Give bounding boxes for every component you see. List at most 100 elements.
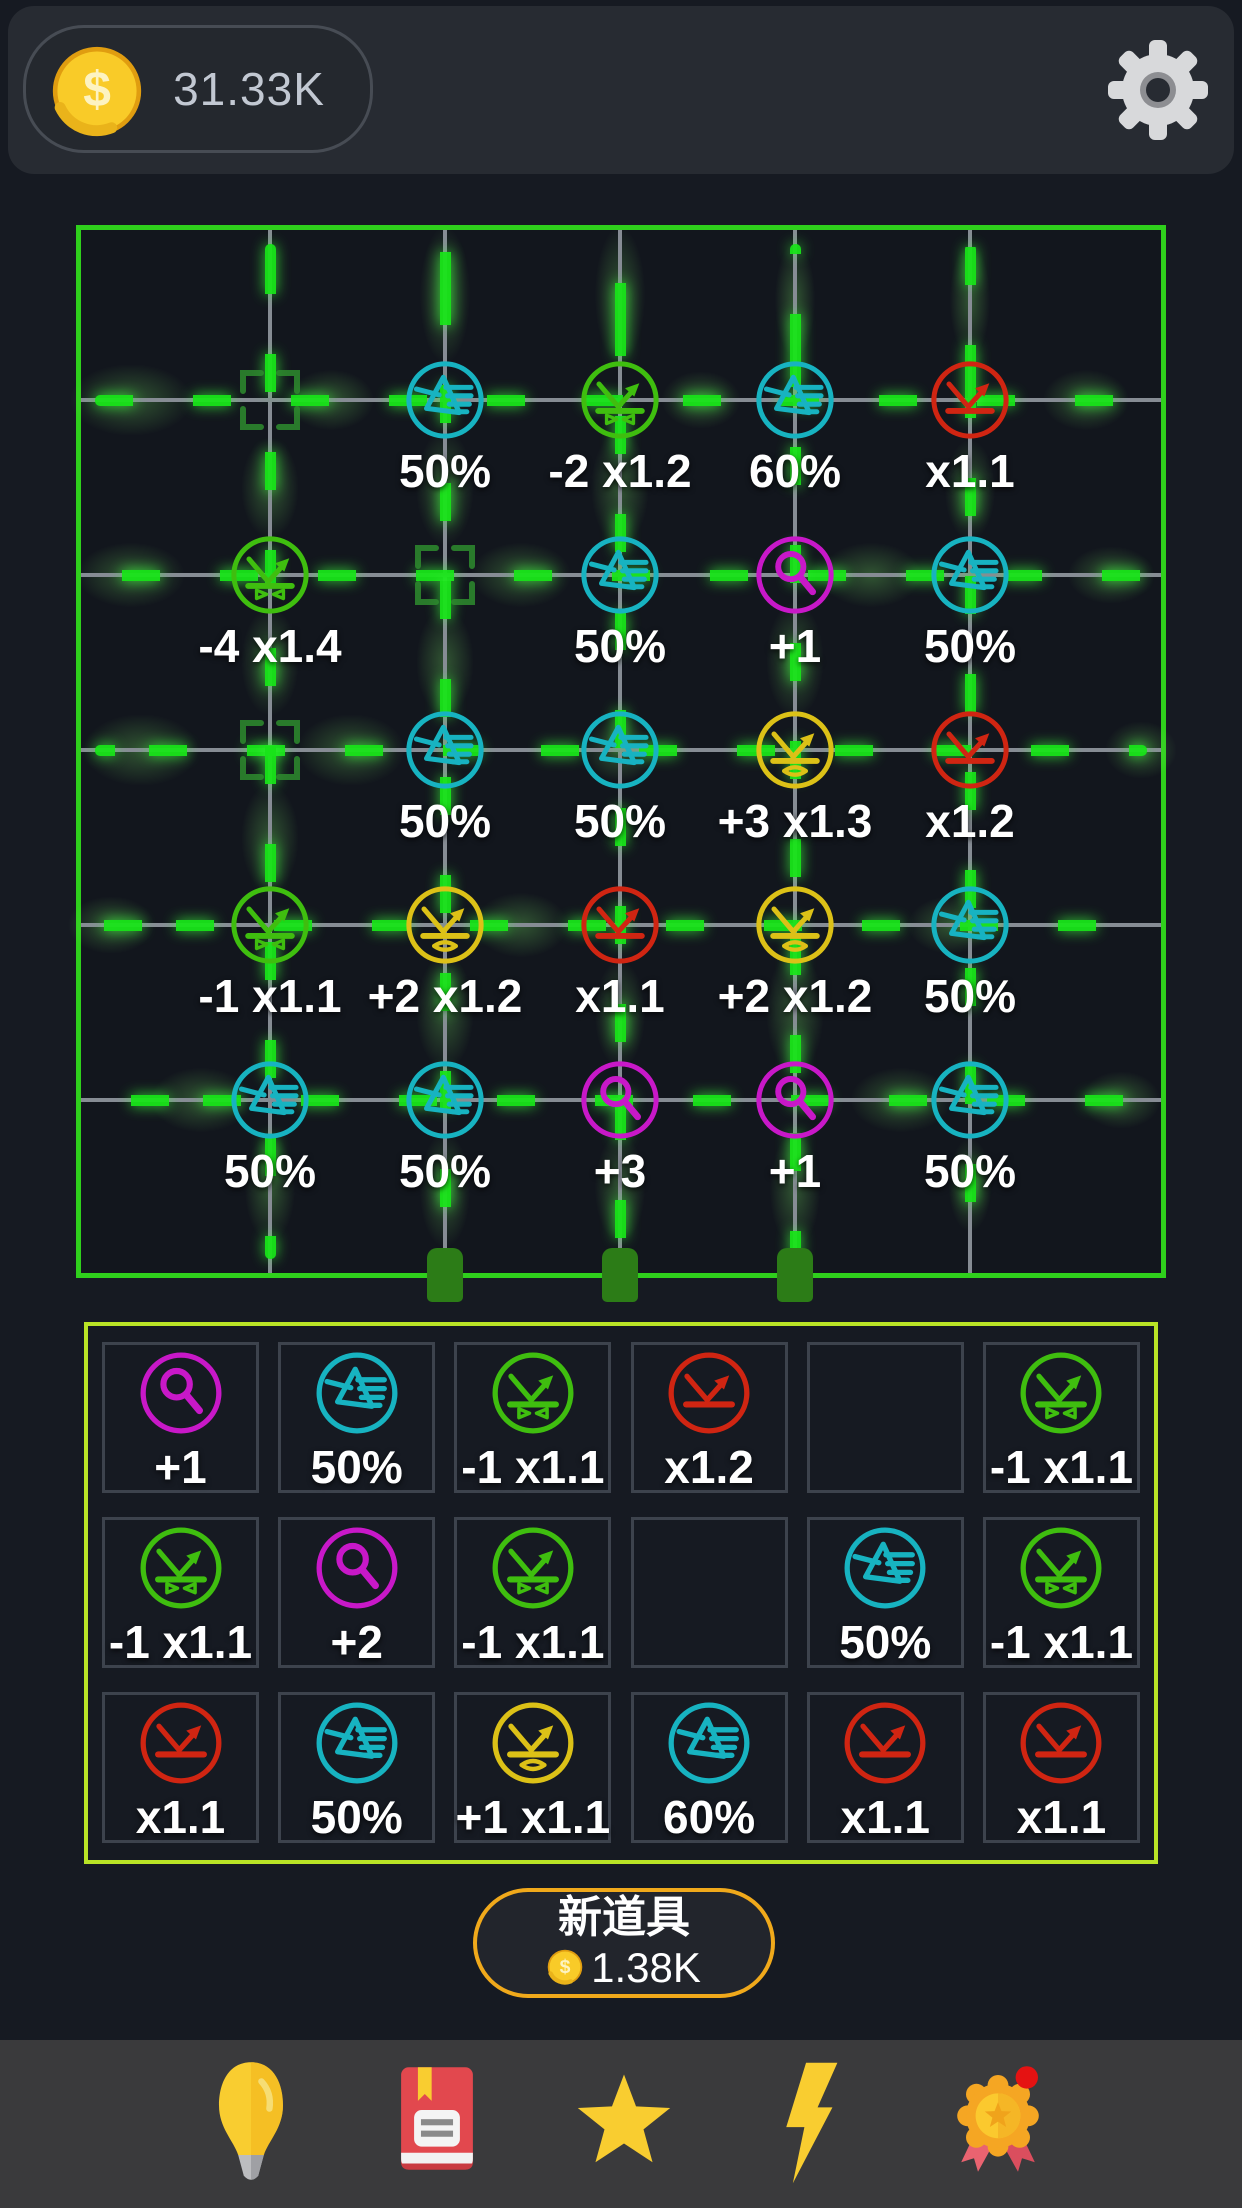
board-item-label: -2 x1.2 <box>548 445 692 497</box>
board-item-label: x1.1 <box>925 445 1015 497</box>
top-panel: $ 31.33K <box>8 6 1234 174</box>
inventory-slot[interactable]: -1 x1.1 <box>454 1342 612 1493</box>
settings-button[interactable] <box>1106 38 1210 142</box>
board-item[interactable] <box>578 358 662 442</box>
board-item-label: 50% <box>923 1145 1017 1197</box>
board-item[interactable] <box>578 533 662 617</box>
inventory-item-label: x1.1 <box>1016 1791 1107 1843</box>
inventory-slot[interactable]: -1 x1.1 <box>454 1517 612 1668</box>
board-item[interactable] <box>578 1058 662 1142</box>
currency-display: $ 31.33K <box>23 25 373 153</box>
prism-icon <box>313 1699 401 1792</box>
board-item[interactable] <box>928 1058 1012 1142</box>
board-item[interactable] <box>403 1058 487 1142</box>
inventory-item-label: x1.1 <box>840 1791 931 1843</box>
inventory-slot[interactable]: +2 <box>278 1517 436 1668</box>
placement-marker-icon <box>411 541 479 609</box>
board-item-label: 50% <box>398 795 492 847</box>
nav-achievements-button[interactable] <box>928 2054 1068 2194</box>
board-item[interactable] <box>753 883 837 967</box>
board-item-label: +3 <box>593 1145 647 1197</box>
placement-marker-icon <box>236 366 304 434</box>
prism-icon <box>581 536 659 614</box>
prism-icon <box>756 361 834 439</box>
inventory-slot[interactable]: x1.1 <box>982 1692 1140 1843</box>
board-item[interactable] <box>403 883 487 967</box>
board-item[interactable] <box>928 883 1012 967</box>
board-item[interactable] <box>228 533 312 617</box>
board-item[interactable] <box>928 358 1012 442</box>
inventory-slot[interactable]: +1 <box>102 1342 259 1493</box>
board-item[interactable] <box>578 708 662 792</box>
board-item-label: +1 <box>768 620 822 672</box>
new-item-cost: 1.38K <box>591 1944 701 1991</box>
board-item[interactable] <box>403 708 487 792</box>
gear-icon <box>1106 40 1210 145</box>
nav-favorites-button[interactable] <box>554 2054 694 2194</box>
svg-text:$: $ <box>83 62 111 118</box>
coin-icon: $ <box>547 1949 583 1988</box>
board-item[interactable] <box>928 533 1012 617</box>
inventory-slot[interactable]: x1.2 <box>630 1342 788 1493</box>
beam-dashes-vertical <box>265 244 276 1259</box>
currency-amount: 31.33K <box>173 63 325 115</box>
inventory-slot[interactable]: -1 x1.1 <box>982 1342 1140 1493</box>
board-item[interactable] <box>928 708 1012 792</box>
board-item-label: 50% <box>398 1145 492 1197</box>
board-item-label: 50% <box>573 795 667 847</box>
prism-icon <box>406 1061 484 1139</box>
board-item-label: +2 x1.2 <box>367 970 523 1022</box>
nav-handbook-button[interactable] <box>367 2054 507 2194</box>
prism-icon <box>231 1061 309 1139</box>
inventory-slot[interactable]: 50% <box>806 1517 964 1668</box>
board-item[interactable] <box>228 883 312 967</box>
prism-icon <box>313 1349 401 1442</box>
inventory-slot[interactable]: -1 x1.1 <box>982 1517 1140 1668</box>
board-item-label: 50% <box>223 1145 317 1197</box>
inventory-slot-empty[interactable] <box>806 1342 964 1493</box>
inventory-slot[interactable]: 50% <box>278 1692 436 1843</box>
new-item-button[interactable]: 新道具 $ 1.38K <box>473 1888 775 1998</box>
inventory-slot[interactable]: -1 x1.1 <box>102 1517 259 1668</box>
board-item[interactable] <box>753 358 837 442</box>
bounce_eye-icon <box>756 711 834 789</box>
beam-dashes-vertical <box>440 244 451 1259</box>
bounce-icon <box>1017 1699 1105 1792</box>
board-item[interactable] <box>753 1058 837 1142</box>
bounce_bowtie-icon <box>1017 1349 1105 1442</box>
board-item[interactable] <box>578 883 662 967</box>
inventory-slot-empty[interactable] <box>630 1517 788 1668</box>
inventory-slot[interactable]: x1.1 <box>806 1692 964 1843</box>
inventory-item-label: x1.2 <box>664 1441 754 1493</box>
board-item-label: x1.1 <box>575 970 665 1022</box>
board-item-label: -4 x1.4 <box>198 620 342 672</box>
medal-icon <box>950 2057 1046 2192</box>
inventory-item-label: +1 <box>154 1441 207 1493</box>
magnifier-icon <box>756 536 834 614</box>
nav-hint-button[interactable] <box>181 2054 321 2194</box>
game-board: 50% -2 x1.2 60% x1.1 -4 x1.4 50% +1 50% … <box>46 200 1191 1302</box>
bounce_bowtie-icon <box>489 1524 577 1617</box>
nav-energy-button[interactable] <box>741 2054 881 2194</box>
beam-dashes-vertical <box>615 244 626 1259</box>
inventory-slot[interactable]: x1.1 <box>102 1692 259 1843</box>
bounce_eye-icon <box>756 886 834 964</box>
board-item-label: +2 x1.2 <box>717 970 873 1022</box>
prism-icon <box>841 1524 929 1617</box>
placement-marker-icon <box>236 716 304 784</box>
inventory-slot[interactable]: 60% <box>630 1692 788 1843</box>
new-item-cost-row: $ 1.38K <box>547 1944 701 1992</box>
inventory-slot[interactable]: +1 x1.1 <box>454 1692 612 1843</box>
board-item[interactable] <box>403 358 487 442</box>
inventory-item-label: x1.1 <box>135 1791 226 1843</box>
inventory-item-label: 50% <box>310 1791 403 1843</box>
bounce_bowtie-icon <box>137 1524 225 1617</box>
board-item[interactable] <box>228 1058 312 1142</box>
board-item[interactable] <box>753 708 837 792</box>
prism-icon <box>931 886 1009 964</box>
inventory-slot[interactable]: 50% <box>278 1342 436 1493</box>
board-item[interactable] <box>753 533 837 617</box>
board-plug <box>602 1248 638 1302</box>
coin-icon: $ <box>51 45 143 142</box>
